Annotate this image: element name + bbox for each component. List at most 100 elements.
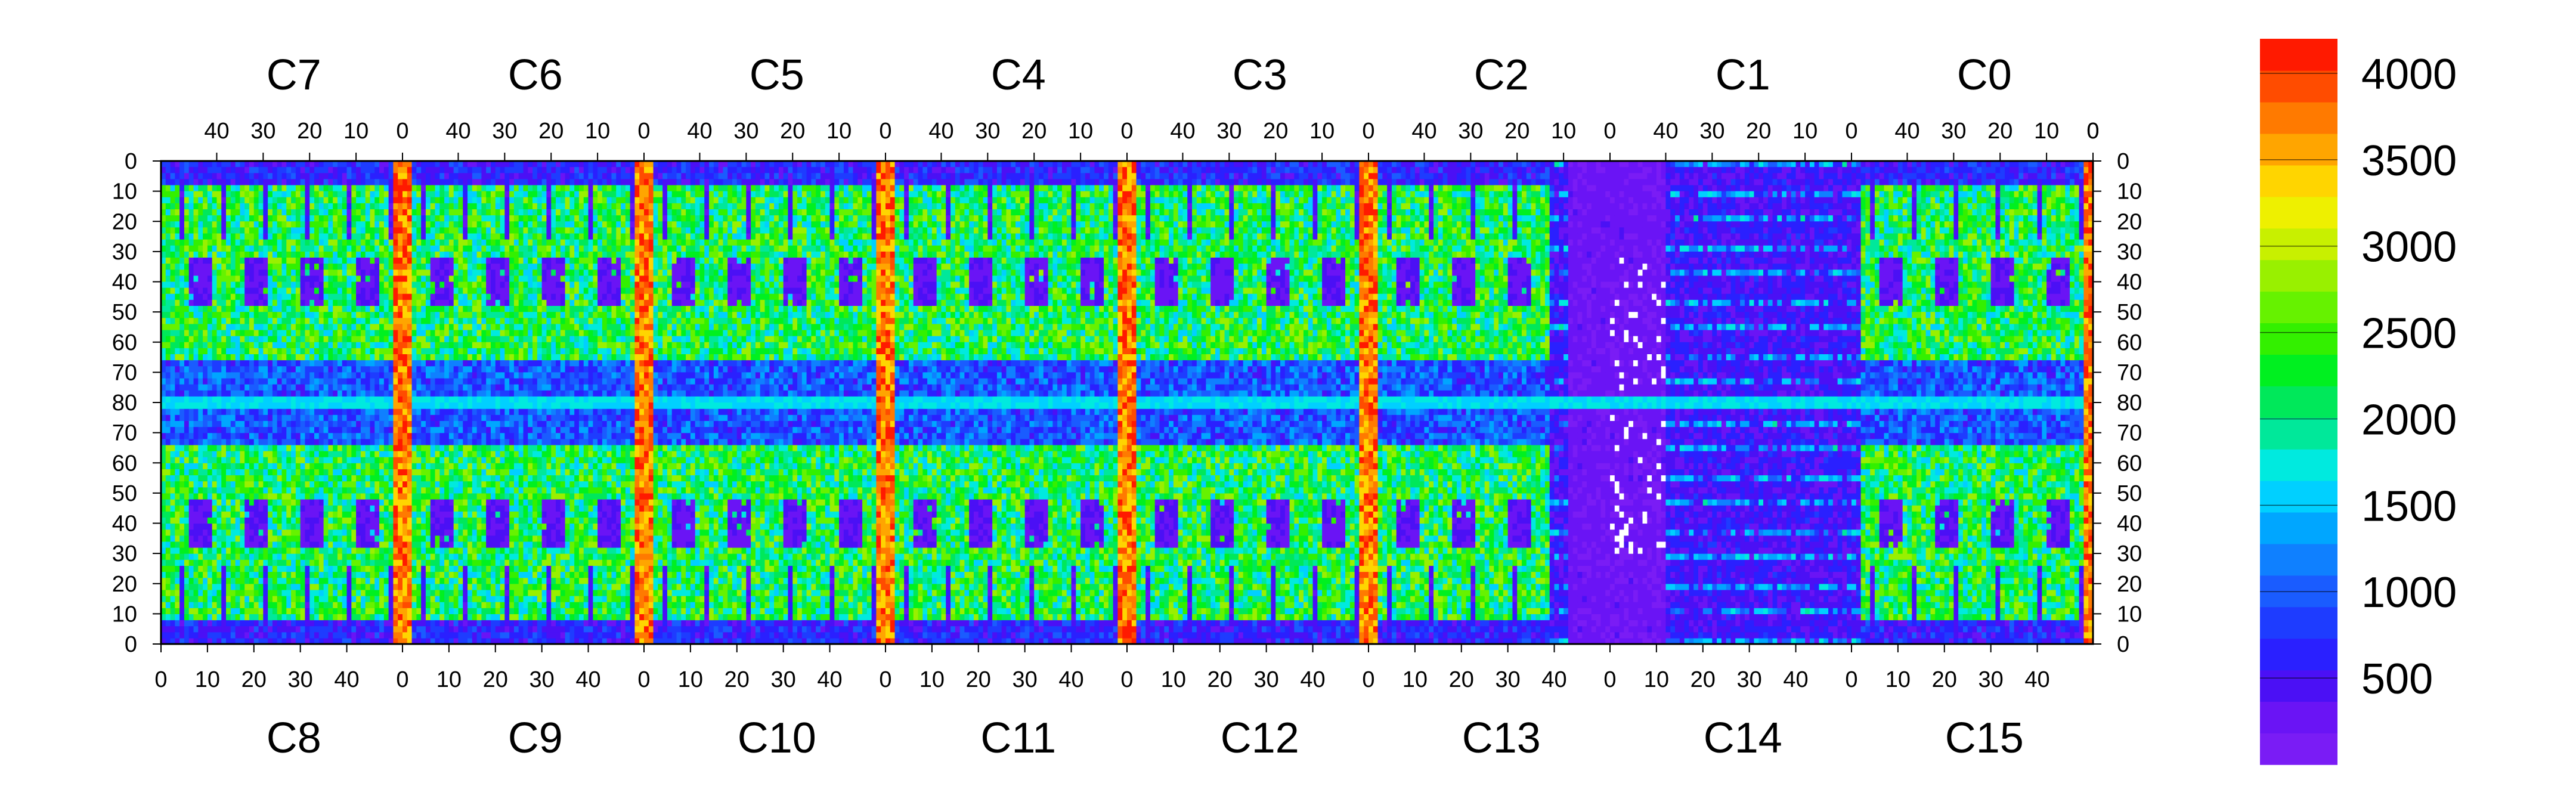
heatmap-cell — [221, 499, 226, 506]
heatmap-cell — [333, 584, 338, 590]
heatmap-cell — [179, 360, 184, 367]
heatmap-cell — [431, 246, 435, 252]
heatmap-cell — [189, 487, 194, 494]
heatmap-cell — [370, 348, 374, 355]
heatmap-cell — [477, 161, 482, 168]
heatmap-cell — [236, 511, 240, 518]
heatmap-cell — [412, 312, 417, 318]
heatmap-cell — [398, 541, 402, 548]
heatmap-cell — [314, 161, 319, 168]
heatmap-cell — [449, 397, 454, 403]
heatmap-cell — [366, 402, 370, 409]
heatmap-cell — [184, 391, 189, 397]
heatmap-cell — [212, 463, 217, 469]
heatmap-cell — [231, 439, 236, 445]
heatmap-cell — [236, 282, 240, 289]
heatmap-cell — [175, 372, 179, 379]
heatmap-cell — [286, 451, 291, 457]
heatmap-cell — [435, 215, 440, 222]
heatmap-cell — [268, 391, 273, 397]
heatmap-cell — [268, 572, 273, 578]
heatmap-cell — [277, 288, 282, 295]
heatmap-cell — [467, 240, 472, 246]
heatmap-cell — [203, 336, 208, 343]
heatmap-cell — [314, 608, 319, 614]
heatmap-cell — [203, 420, 208, 427]
heatmap-cell — [203, 360, 208, 367]
heatmap-cell — [309, 366, 314, 373]
heatmap-cell — [194, 572, 199, 578]
heatmap-cell — [240, 590, 244, 596]
heatmap-cell — [361, 300, 366, 306]
heatmap-cell — [449, 366, 454, 373]
heatmap-cell — [189, 161, 194, 168]
heatmap-cell — [389, 221, 394, 228]
heatmap-cell — [328, 535, 333, 542]
heatmap-cell — [231, 354, 236, 361]
heatmap-cell — [231, 330, 236, 337]
heatmap-cell — [416, 312, 421, 318]
heatmap-cell — [324, 427, 329, 434]
heatmap-cell — [249, 318, 254, 324]
heatmap-cell — [240, 414, 244, 421]
heatmap-cell — [268, 179, 273, 185]
heatmap-cell — [301, 324, 305, 330]
heatmap-cell — [361, 572, 366, 578]
heatmap-cell — [198, 173, 203, 179]
heatmap-cell — [472, 282, 477, 289]
heatmap-cell — [226, 626, 231, 633]
heatmap-cell — [166, 559, 171, 566]
heatmap-cell — [426, 252, 431, 258]
heatmap-cell — [212, 275, 217, 282]
heatmap-cell — [458, 330, 463, 337]
heatmap-cell — [254, 469, 259, 475]
heatmap-cell — [398, 517, 402, 524]
heatmap-cell — [398, 559, 402, 566]
heatmap-cell — [221, 318, 226, 324]
heatmap-cell — [324, 215, 329, 222]
heatmap-cell — [268, 414, 273, 421]
heatmap-cell — [273, 578, 277, 584]
heatmap-cell — [166, 439, 171, 445]
heatmap-cell — [319, 402, 324, 409]
heatmap-cell — [171, 439, 175, 445]
heatmap-cell — [328, 553, 333, 560]
heatmap-cell — [231, 161, 236, 168]
heatmap-cell — [189, 379, 194, 385]
heatmap-cell — [259, 602, 264, 608]
heatmap-cell — [277, 565, 282, 572]
heatmap-cell — [175, 288, 179, 295]
heatmap-cell — [240, 240, 244, 246]
heatmap-cell — [175, 221, 179, 228]
heatmap-cell — [314, 372, 319, 379]
heatmap-cell — [226, 535, 231, 542]
heatmap-cell — [263, 336, 268, 343]
heatmap-cell — [324, 487, 329, 494]
heatmap-cell — [240, 275, 244, 282]
heatmap-cell — [226, 336, 231, 343]
heatmap-cell — [356, 379, 361, 385]
heatmap-cell — [286, 240, 291, 246]
heatmap-cell — [421, 385, 426, 391]
heatmap-cell — [328, 270, 333, 276]
heatmap-cell — [398, 608, 402, 614]
heatmap-cell — [314, 300, 319, 306]
heatmap-cell — [184, 493, 189, 500]
heatmap-cell — [179, 240, 184, 246]
heatmap-cell — [481, 391, 486, 397]
heatmap-cell — [273, 215, 277, 222]
heatmap-cell — [231, 282, 236, 289]
heatmap-cell — [370, 626, 374, 633]
heatmap-cell — [203, 209, 208, 216]
heatmap-cell — [296, 360, 301, 367]
heatmap-cell — [189, 324, 194, 330]
heatmap-cell — [328, 565, 333, 572]
heatmap-cell — [212, 209, 217, 216]
heatmap-cell — [366, 366, 370, 373]
heatmap-cell — [393, 234, 398, 240]
heatmap-cell — [384, 240, 389, 246]
heatmap-cell — [249, 632, 254, 639]
heatmap-cell — [296, 288, 301, 295]
heatmap-cell — [481, 240, 486, 246]
heatmap-cell — [319, 493, 324, 500]
